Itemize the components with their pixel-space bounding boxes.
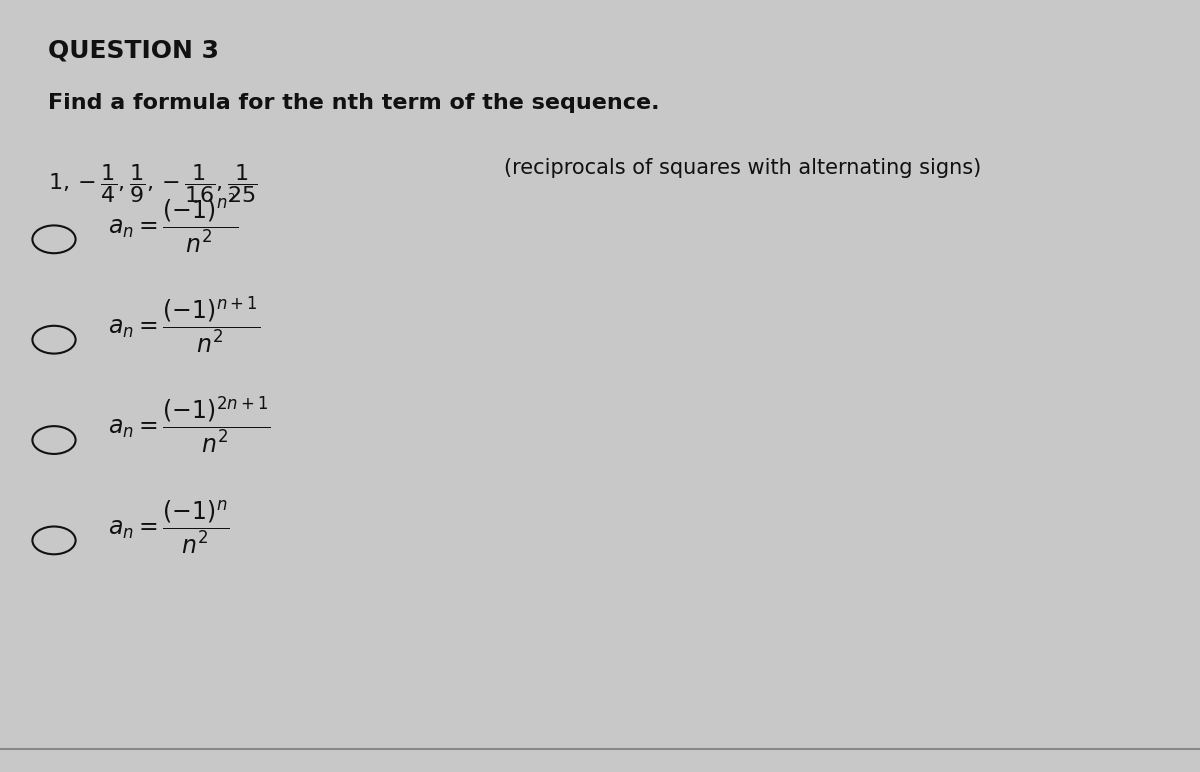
Text: $a_n = \dfrac{(-1)^{n+1}}{n^2}$: $a_n = \dfrac{(-1)^{n+1}}{n^2}$ xyxy=(108,294,260,355)
Text: $a_n = \dfrac{(-1)^{2n+1}}{n^2}$: $a_n = \dfrac{(-1)^{2n+1}}{n^2}$ xyxy=(108,394,271,455)
Text: (reciprocals of squares with alternating signs): (reciprocals of squares with alternating… xyxy=(504,158,982,178)
Text: $a_n = \dfrac{(-1)^{n^2}}{n^2}$: $a_n = \dfrac{(-1)^{n^2}}{n^2}$ xyxy=(108,191,238,255)
Text: QUESTION 3: QUESTION 3 xyxy=(48,39,220,63)
Text: Find a formula for the nth term of the sequence.: Find a formula for the nth term of the s… xyxy=(48,93,660,113)
Text: $a_n = \dfrac{(-1)^{n}}{n^2}$: $a_n = \dfrac{(-1)^{n}}{n^2}$ xyxy=(108,498,229,556)
Text: $1, -\dfrac{1}{4}, \dfrac{1}{9}, -\dfrac{1}{16}, \dfrac{1}{25}$: $1, -\dfrac{1}{4}, \dfrac{1}{9}, -\dfrac… xyxy=(48,162,258,205)
